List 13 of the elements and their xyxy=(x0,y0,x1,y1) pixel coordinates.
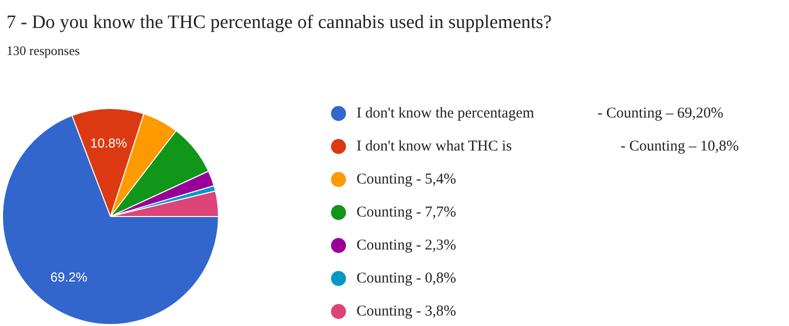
data-label: 69.2% xyxy=(50,269,88,284)
legend-label: Counting - 3,8% xyxy=(356,304,456,320)
legend-label: I don't know the percentagem xyxy=(356,106,534,122)
legend-label: Counting - 5,4% xyxy=(356,172,456,188)
chart-subtitle: 130 responses xyxy=(6,43,80,58)
data-label: 10.8% xyxy=(90,136,128,151)
legend-label: Counting - 2,3% xyxy=(356,238,456,254)
legend-label: Counting - 0,8% xyxy=(356,270,456,286)
legend-label: Counting - 7,7% xyxy=(356,204,456,220)
text: - Counting – 10,8% xyxy=(620,138,739,154)
chart-title: 7 - Do you know the THC percentage of cannabis used in supplements? xyxy=(6,12,552,33)
legend-label: I don't know what THC is xyxy=(356,138,512,154)
text: - Counting – 69,20% xyxy=(598,106,724,122)
